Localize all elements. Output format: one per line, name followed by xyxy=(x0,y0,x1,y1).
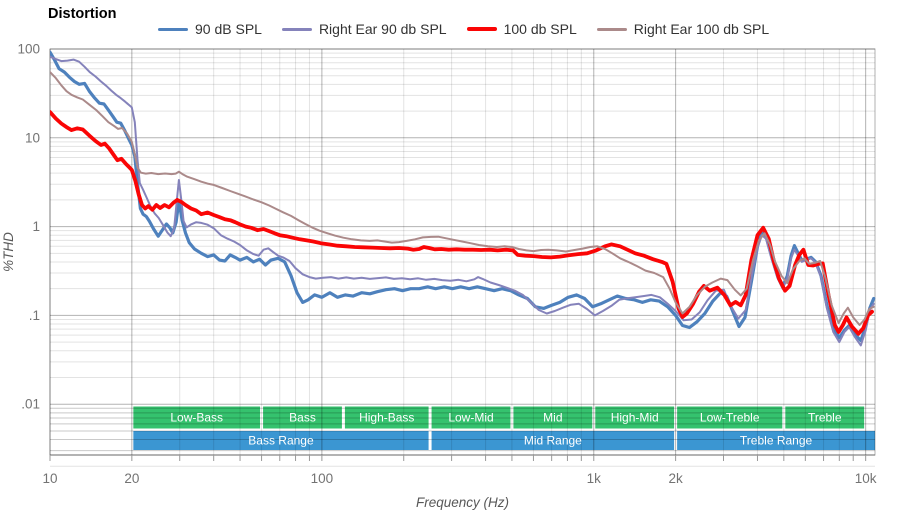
legend-label-right-ear-100-db-spl: Right Ear 100 db SPL xyxy=(633,21,770,37)
frequency-bands xyxy=(133,406,875,450)
band-mid xyxy=(513,406,593,429)
y-axis: 100 10 1 .1 .01 %THD xyxy=(1,42,40,412)
band-bass xyxy=(263,406,342,429)
legend-item-90-db-spl[interactable]: 90 dB SPL xyxy=(158,21,262,37)
legend-swatch-right-ear-90-db-spl xyxy=(281,27,312,31)
y-tick-p1: .1 xyxy=(29,308,40,323)
legend-item-100-db-spl[interactable]: 100 db SPL xyxy=(466,21,577,37)
band-label-mid: Mid xyxy=(543,411,562,425)
band-bass-range xyxy=(133,431,429,450)
x-axis-title: Frequency (Hz) xyxy=(416,495,509,510)
band-label-bass: Bass xyxy=(289,411,316,425)
band-label-treble-range: Treble Range xyxy=(740,434,813,448)
band-treble-range xyxy=(677,431,875,450)
y-tick-1: 1 xyxy=(32,219,40,234)
chart-title: Distortion xyxy=(48,6,117,22)
band-label-mid-range: Mid Range xyxy=(524,434,582,448)
band-label-high-bass: High-Bass xyxy=(359,411,414,425)
y-tick-10: 10 xyxy=(25,130,40,145)
band-low-mid xyxy=(431,406,511,429)
band-label-low-bass: Low-Bass xyxy=(170,411,223,425)
y-tick-p01: .01 xyxy=(21,397,40,412)
band-labels: Low-Bass Bass High-Bass Low-Mid Mid High-Mid L… xyxy=(170,411,841,448)
y-tick-100: 100 xyxy=(17,42,40,57)
x-tick-1k: 1k xyxy=(587,471,602,486)
legend: 90 dB SPL Right Ear 90 db SPL 100 db SPL Ri… xyxy=(158,21,769,37)
band-mid-range xyxy=(431,431,675,450)
band-label-low-mid: Low-Mid xyxy=(448,411,493,425)
x-tick-2k: 2k xyxy=(668,471,683,486)
y-axis-title: %THD xyxy=(1,232,16,272)
band-treble xyxy=(785,406,865,429)
band-high-bass xyxy=(344,406,429,429)
legend-swatch-100-db-spl xyxy=(466,27,497,31)
curve-100-db-spl xyxy=(50,110,874,336)
grid xyxy=(49,48,876,467)
band-label-bass-range: Bass Range xyxy=(248,434,314,448)
legend-label-100-db-spl: 100 db SPL xyxy=(503,21,577,37)
x-tick-10k: 10k xyxy=(855,471,877,486)
curves xyxy=(50,50,876,347)
band-high-mid xyxy=(595,406,675,429)
x-tick-20: 20 xyxy=(124,471,139,486)
legend-swatch-90-db-spl xyxy=(158,27,188,31)
x-tick-10: 10 xyxy=(42,471,57,486)
band-label-high-mid: High-Mid xyxy=(611,411,659,425)
legend-item-right-ear-90-db-spl[interactable]: Right Ear 90 db SPL xyxy=(281,21,447,37)
legend-item-right-ear-100-db-spl[interactable]: Right Ear 100 db SPL xyxy=(596,21,770,37)
legend-swatch-right-ear-100-db-spl xyxy=(596,27,627,31)
band-low-bass xyxy=(133,406,261,429)
legend-label-right-ear-90-db-spl: Right Ear 90 db SPL xyxy=(318,21,447,37)
x-axis: 10 20 100 1k 2k 10k Frequency (Hz) xyxy=(42,455,877,510)
legend-label-90-db-spl: 90 dB SPL xyxy=(195,21,262,37)
x-tick-100: 100 xyxy=(311,471,334,486)
curve-right-ear-100-db-spl xyxy=(50,71,875,326)
band-label-treble: Treble xyxy=(808,411,842,425)
band-low-treble xyxy=(677,406,783,429)
band-label-low-treble: Low-Treble xyxy=(700,411,760,425)
